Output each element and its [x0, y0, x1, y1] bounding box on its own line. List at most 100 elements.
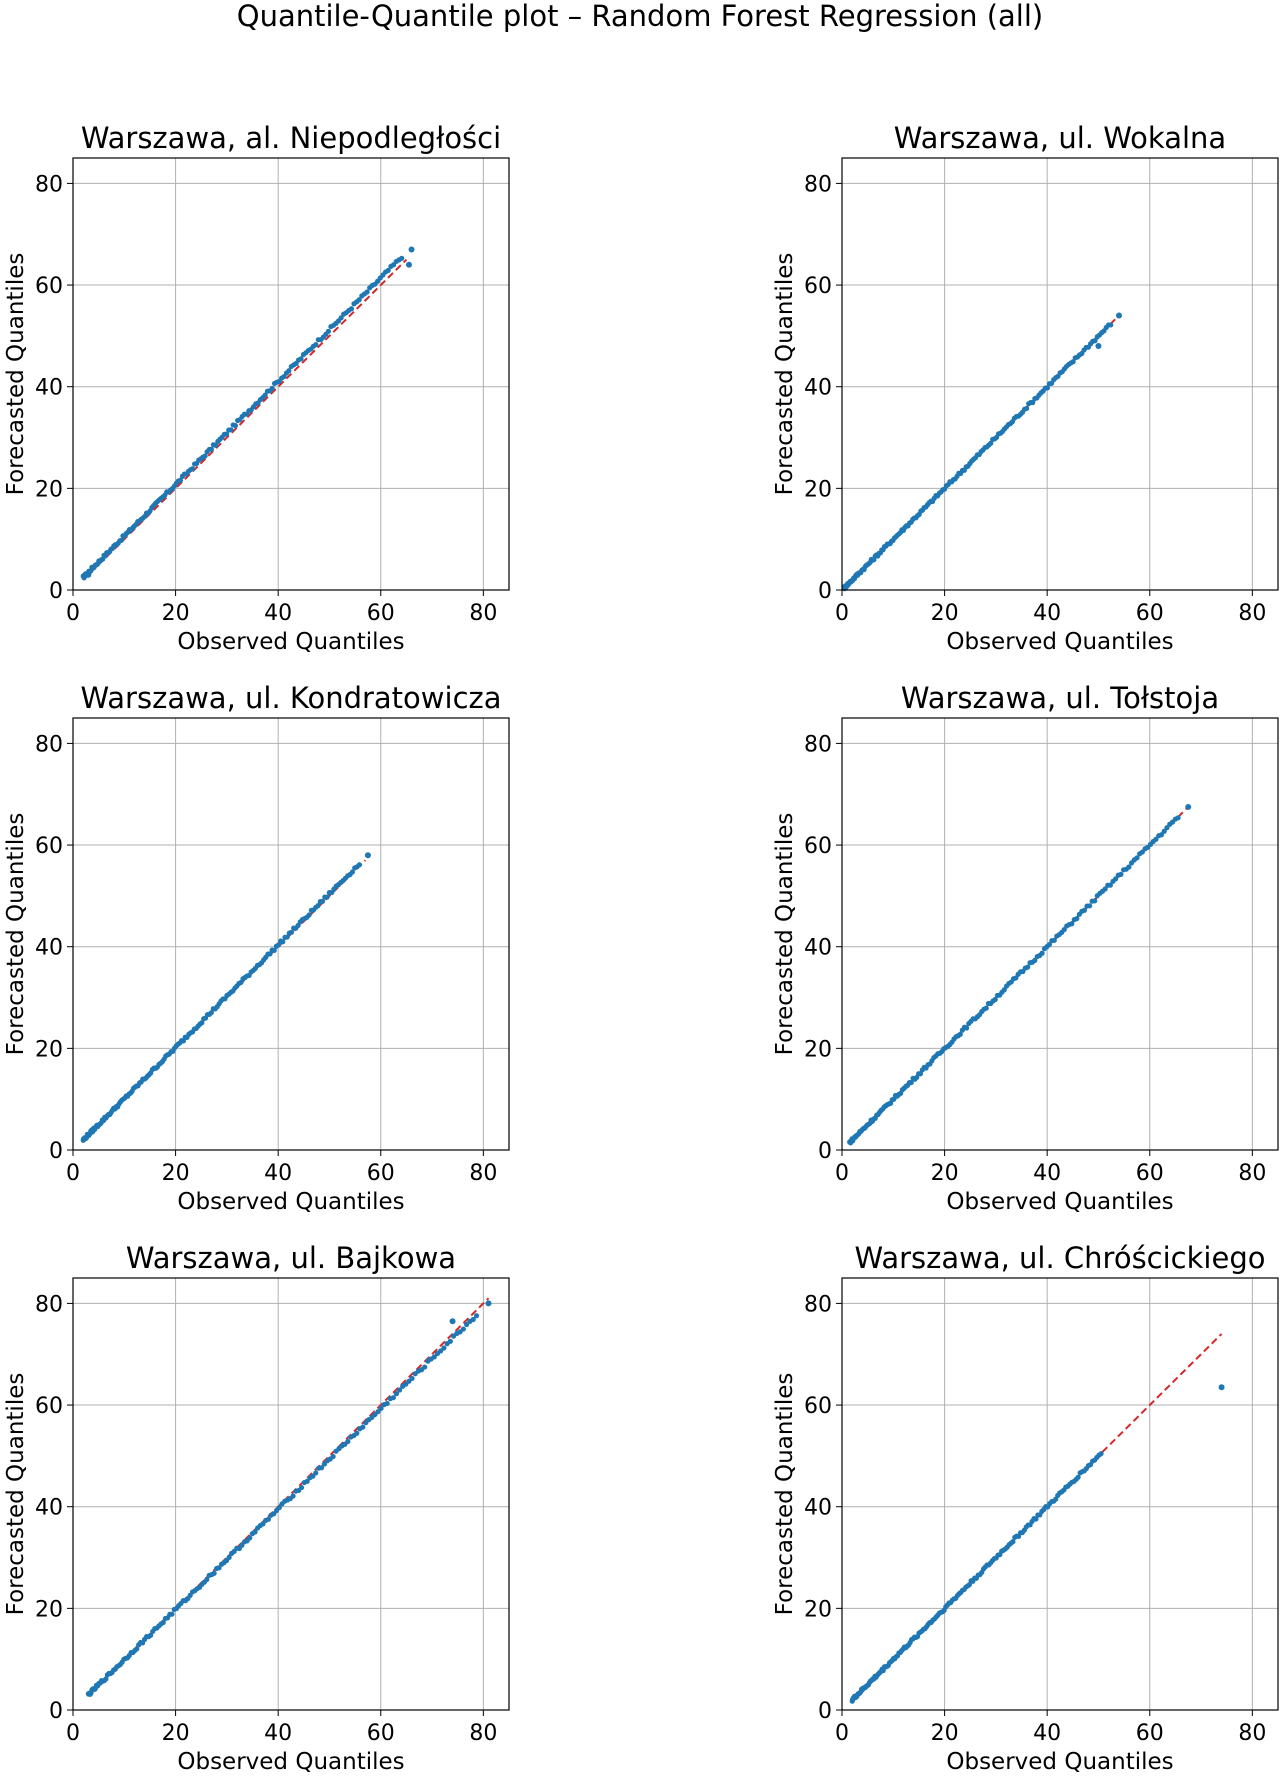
quantile-point [1046, 941, 1052, 948]
quantile-point [208, 1010, 214, 1016]
y-tick-label: 80 [35, 1292, 63, 1317]
quantile-point [313, 1470, 319, 1476]
quantile-point [247, 1535, 253, 1541]
quantile-point [134, 1646, 140, 1652]
quantile-point [177, 477, 184, 483]
quantile-point [288, 929, 295, 935]
quantile-point [118, 537, 124, 543]
y-tick-label: 40 [35, 936, 63, 961]
quantile-point [908, 1079, 914, 1086]
quantile-point [1033, 1516, 1039, 1522]
quantile-point [385, 267, 391, 273]
axes-frame [72, 157, 510, 591]
axes-frame [72, 1277, 510, 1711]
y-tick-label: 40 [35, 1496, 63, 1521]
quantile-point [1185, 803, 1192, 810]
y-tick-label: 40 [804, 936, 832, 961]
x-tick-label: 80 [469, 1721, 497, 1746]
quantile-point [409, 1375, 415, 1382]
quantile-point [1032, 957, 1038, 963]
quantile-point [269, 385, 275, 391]
quantile-point [1102, 886, 1108, 892]
qq-plot-warszawa-ul-bajkowa: 0 20 40 60 80 0 20 40 60 80 Observed Quantiles Fore… [3, 1241, 510, 1775]
x-axis-label: Observed Quantiles [177, 1749, 404, 1775]
x-tick-label: 20 [931, 601, 959, 626]
y-axis-label: Forecasted Quantiles [3, 813, 29, 1056]
quantile-points [80, 246, 415, 581]
quantile-point [422, 1364, 428, 1370]
qq-plot-warszawa-ul-chroscickiego: 0 20 40 60 80 0 20 40 60 80 Observed Quantiles Fore… [772, 1241, 1279, 1775]
quantile-point [345, 1438, 351, 1445]
x-tick-label: 0 [66, 601, 80, 626]
y-tick-label: 60 [804, 1394, 832, 1419]
quantile-point [460, 1326, 466, 1332]
quantile-point [1092, 898, 1098, 904]
quantile-point [189, 466, 196, 472]
x-tick-label: 80 [1238, 601, 1266, 626]
y-tick-label: 20 [804, 477, 832, 502]
quantile-point [160, 1619, 166, 1626]
figure-title: Quantile-Quantile plot – Random Forest R… [236, 0, 1044, 33]
quantile-point [1081, 907, 1088, 913]
qq-plot-warszawa-ul-wokalna: 0 20 40 60 80 0 20 40 60 80 Observed Quantiles Fore… [772, 121, 1279, 655]
axes-frame [841, 1277, 1279, 1711]
y-tick-label: 60 [804, 834, 832, 859]
quantile-point [202, 453, 208, 459]
x-tick-label: 40 [264, 601, 292, 626]
quantile-point [1030, 399, 1036, 406]
quantile-point [1069, 921, 1075, 927]
y-tick-label: 80 [804, 732, 832, 757]
quantile-point [271, 947, 277, 953]
x-axis-label: Observed Quantiles [946, 1749, 1173, 1775]
quantile-point [1153, 836, 1159, 842]
quantile-points [85, 1300, 492, 1697]
y-tick-label: 20 [804, 1037, 832, 1062]
y-axis-label: Forecasted Quantiles [772, 813, 798, 1056]
reference-line [82, 258, 408, 581]
y-tick-label: 40 [804, 1496, 832, 1521]
x-tick-label: 60 [1136, 1161, 1164, 1186]
quantile-point [265, 1516, 271, 1522]
x-tick-label: 80 [469, 601, 497, 626]
quantile-point [1161, 828, 1167, 834]
quantile-point [470, 1316, 476, 1323]
y-tick-label: 0 [818, 579, 832, 604]
quantile-point [983, 1005, 989, 1011]
quantile-points [841, 312, 1122, 592]
quantile-point [330, 1453, 336, 1460]
quantile-point [992, 996, 998, 1003]
y-tick-label: 60 [804, 274, 832, 299]
quantile-point [447, 1338, 453, 1344]
quantile-point [262, 392, 268, 398]
axes-frame [841, 717, 1279, 1151]
quantile-point [280, 939, 286, 945]
x-tick-label: 0 [66, 1161, 80, 1186]
y-tick-label: 0 [49, 1699, 63, 1724]
subplot-title: Warszawa, ul. Tołstoja [901, 681, 1219, 715]
y-tick-label: 0 [818, 1699, 832, 1724]
quantile-point [364, 852, 371, 859]
quantile-point [1039, 950, 1045, 956]
quantile-point [1086, 903, 1093, 909]
quantile-point [1051, 937, 1057, 943]
x-tick-label: 40 [1033, 601, 1061, 626]
quantile-point [318, 1465, 325, 1471]
y-tick-label: 0 [49, 1139, 63, 1164]
quantile-point [325, 328, 332, 334]
x-tick-label: 20 [162, 601, 190, 626]
y-tick-label: 0 [49, 579, 63, 604]
quantile-point [473, 1313, 480, 1319]
quantile-point [449, 1318, 456, 1325]
quantile-point [964, 1025, 970, 1031]
subplot-title: Warszawa, ul. Chróścickiego [855, 1241, 1266, 1275]
quantile-point [957, 1031, 963, 1037]
quantile-point [1134, 855, 1140, 861]
quantile-point [405, 261, 412, 268]
quantile-point [313, 342, 319, 348]
quantile-point [1070, 359, 1076, 365]
x-axis-label: Observed Quantiles [177, 629, 404, 655]
y-tick-label: 40 [804, 376, 832, 401]
y-axis-label: Forecasted Quantiles [772, 1373, 798, 1616]
quantile-point [211, 1570, 217, 1576]
